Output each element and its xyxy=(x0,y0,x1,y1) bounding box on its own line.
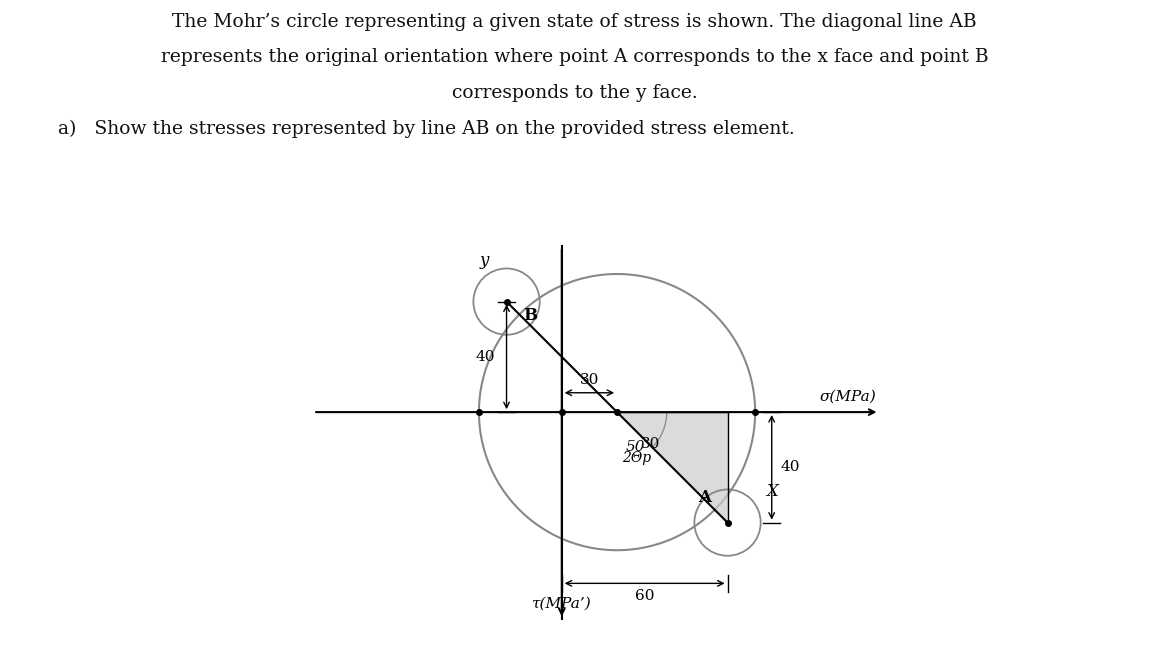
Text: 40: 40 xyxy=(780,461,800,474)
Text: The Mohr’s circle representing a given state of stress is shown. The diagonal li: The Mohr’s circle representing a given s… xyxy=(172,13,977,31)
Text: X: X xyxy=(766,483,778,501)
Text: A: A xyxy=(697,489,711,506)
Text: τ(MPa’): τ(MPa’) xyxy=(532,597,592,611)
Text: B: B xyxy=(523,307,538,324)
Polygon shape xyxy=(617,412,727,523)
Text: 60: 60 xyxy=(635,589,655,603)
Text: corresponds to the y face.: corresponds to the y face. xyxy=(452,84,697,102)
Text: a)   Show the stresses represented by line AB on the provided stress element.: a) Show the stresses represented by line… xyxy=(34,120,795,138)
Text: represents the original orientation where point A corresponds to the x face and : represents the original orientation wher… xyxy=(161,48,988,67)
Text: 50: 50 xyxy=(625,439,645,453)
Text: 40: 40 xyxy=(476,350,495,364)
Text: 30: 30 xyxy=(580,373,599,387)
Text: 2Θp: 2Θp xyxy=(623,451,651,464)
Text: 30: 30 xyxy=(640,437,660,451)
Text: y: y xyxy=(480,252,489,269)
Text: σ(MPa): σ(MPa) xyxy=(820,390,877,404)
